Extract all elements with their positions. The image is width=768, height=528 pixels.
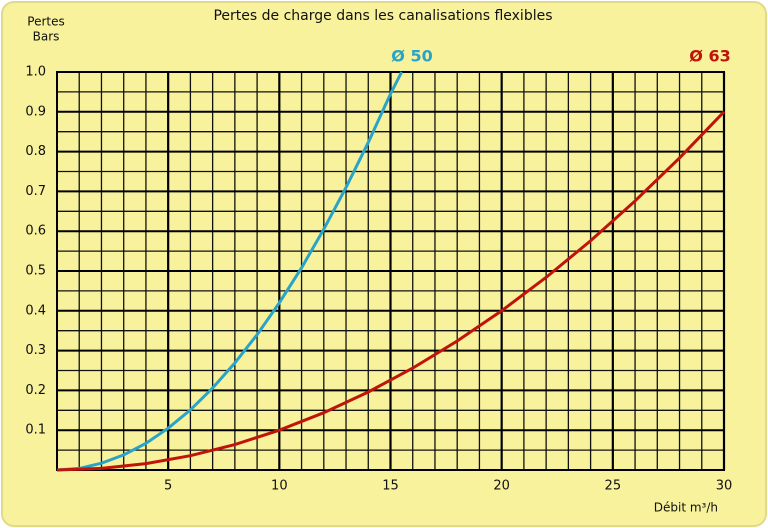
y-tick-label: 0.7 (25, 184, 46, 199)
line-series (56, 110, 726, 472)
x-tick-label: 30 (716, 479, 733, 494)
x-tick-label: 15 (382, 479, 399, 494)
y-tick-label: 0.3 (25, 343, 46, 358)
line-series (56, 71, 403, 472)
y-tick-label: 0.6 (25, 224, 46, 239)
x-tick-label: 10 (271, 479, 288, 494)
y-axis-label: Pertes (27, 15, 64, 29)
chart-title: Pertes de charge dans les canalisations … (213, 8, 552, 24)
legend-label: Ø 63 (689, 47, 730, 66)
y-tick-label: 0.1 (25, 423, 46, 438)
plot-frame (56, 71, 725, 471)
y-tick-label: 0.5 (25, 264, 46, 279)
y-tick-label: 0.2 (25, 383, 46, 398)
y-tick-label: 1.0 (25, 65, 46, 80)
legend-label: Ø 50 (391, 47, 432, 66)
y-tick-label: 0.8 (25, 144, 46, 159)
x-tick-label: 20 (493, 479, 510, 494)
x-tick-label: 5 (164, 479, 172, 494)
y-tick-label: 0.4 (25, 303, 46, 318)
y-tick-label: 0.9 (25, 104, 46, 119)
x-axis-label: Débit m³/h (654, 501, 718, 515)
y-axis-label: Bars (33, 30, 60, 44)
x-tick-label: 25 (605, 479, 622, 494)
